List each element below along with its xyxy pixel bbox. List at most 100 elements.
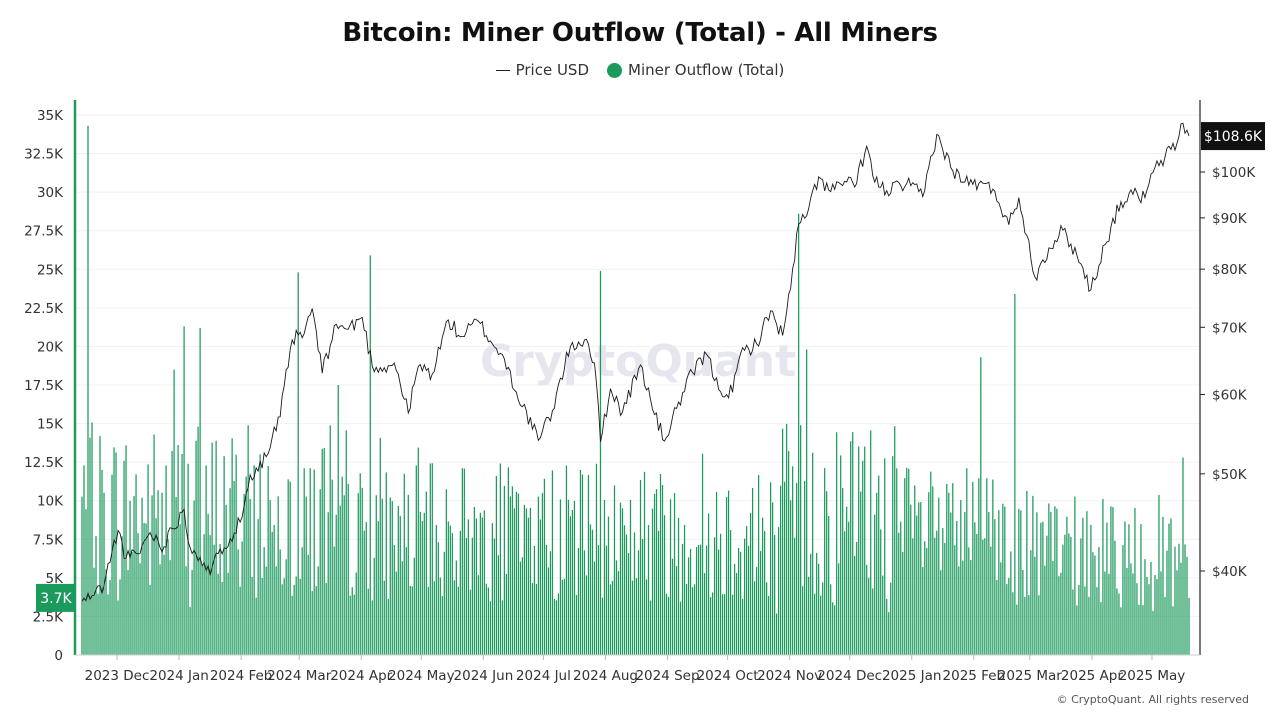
outflow-bar xyxy=(1070,536,1072,655)
outflow-bar xyxy=(974,522,976,655)
outflow-bar xyxy=(319,489,321,655)
outflow-bar xyxy=(179,524,181,655)
outflow-bar xyxy=(774,534,776,655)
left-tick-label: 12.5K xyxy=(24,455,64,471)
outflow-bar xyxy=(808,576,810,655)
outflow-bar xyxy=(293,584,295,655)
outflow-bar xyxy=(1144,559,1146,655)
outflow-bar xyxy=(1158,495,1160,655)
outflow-bar xyxy=(978,478,980,655)
outflow-bar xyxy=(371,600,373,655)
outflow-bar xyxy=(129,500,131,655)
outflow-bar xyxy=(1080,538,1082,655)
outflow-bar xyxy=(1018,508,1020,655)
outflow-bar xyxy=(119,579,121,655)
outflow-bar xyxy=(535,584,538,655)
outflow-bar xyxy=(1094,555,1096,655)
outflow-bar xyxy=(499,463,501,655)
outflow-bar xyxy=(411,586,413,655)
outflow-bar xyxy=(1110,506,1112,655)
outflow-bar xyxy=(657,530,660,655)
outflow-bars xyxy=(81,125,1190,656)
outflow-bar xyxy=(1136,583,1138,655)
legend-item-outflow[interactable]: Miner Outflow (Total) xyxy=(607,61,784,79)
outflow-bar xyxy=(759,550,762,655)
outflow-bar xyxy=(868,577,870,655)
right-tick-label: $70K xyxy=(1212,320,1248,336)
outflow-bar xyxy=(507,467,509,655)
outflow-bar xyxy=(816,552,818,655)
outflow-bar xyxy=(645,579,648,655)
outflow-bar xyxy=(291,595,293,655)
outflow-bar xyxy=(1168,523,1170,655)
outflow-bar xyxy=(417,447,419,655)
legend-item-price[interactable]: Price USD xyxy=(495,61,589,79)
outflow-bar xyxy=(689,548,692,655)
outflow-bar xyxy=(525,508,528,655)
outflow-bar xyxy=(956,520,958,655)
outflow-bar xyxy=(707,513,710,655)
outflow-bar xyxy=(800,425,802,655)
outflow-bar xyxy=(275,566,277,655)
outflow-bar xyxy=(936,530,938,655)
outflow-bar xyxy=(1042,521,1044,655)
outflow-bar xyxy=(269,500,271,655)
outflow-bar xyxy=(685,584,688,655)
outflow-bar xyxy=(245,476,247,655)
outflow-bar xyxy=(751,488,754,655)
outflow-bar xyxy=(884,458,886,655)
outflow-bar xyxy=(419,511,421,655)
outflow-bar xyxy=(135,474,137,655)
outflow-bar xyxy=(764,531,766,655)
outflow-bar xyxy=(137,533,139,655)
outflow-bar xyxy=(906,467,908,655)
outflow-bar xyxy=(918,502,920,655)
outflow-bar xyxy=(435,525,437,655)
outflow-bar xyxy=(727,490,730,655)
outflow-bar xyxy=(559,499,562,655)
outflow-bar xyxy=(840,455,842,655)
outflow-bar xyxy=(1184,544,1186,655)
outflow-bar xyxy=(1114,540,1116,655)
outflow-bar xyxy=(409,585,411,655)
outflow-bar xyxy=(1130,563,1132,655)
outflow-bar xyxy=(904,478,906,655)
outflow-bar xyxy=(387,598,389,655)
outflow-bar xyxy=(437,542,439,655)
outflow-bar xyxy=(557,593,560,655)
outflow-bar xyxy=(1140,524,1142,655)
outflow-bar xyxy=(731,594,734,655)
outflow-bar xyxy=(185,566,187,655)
copyright-footer: © CryptoQuant. All rights reserved xyxy=(1056,693,1249,706)
outflow-bar xyxy=(709,597,712,655)
outflow-bar xyxy=(147,464,149,655)
outflow-bar xyxy=(1026,490,1028,655)
outflow-bar xyxy=(389,497,391,655)
outflow-bar xyxy=(143,522,145,655)
outflow-bar xyxy=(1032,495,1034,655)
outflow-bar xyxy=(607,516,610,655)
outflow-bar xyxy=(195,440,197,655)
outflow-bar xyxy=(233,481,235,655)
outflow-bar xyxy=(441,596,443,655)
outflow-bar xyxy=(191,569,193,655)
outflow-bar xyxy=(1062,544,1064,655)
outflow-bar xyxy=(691,587,694,655)
outflow-bar xyxy=(994,519,996,655)
outflow-bar xyxy=(543,478,546,655)
outflow-bar xyxy=(457,586,459,655)
chart-title: Bitcoin: Miner Outflow (Total) - All Min… xyxy=(342,18,938,48)
outflow-bar xyxy=(1054,506,1056,655)
outflow-bar xyxy=(285,559,287,655)
outflow-bar xyxy=(281,584,283,655)
outflow-bar xyxy=(369,255,371,655)
outflow-bar xyxy=(1186,556,1188,655)
outflow-bar xyxy=(1006,584,1008,655)
outflow-bar xyxy=(309,468,311,655)
outflow-bar xyxy=(631,580,634,655)
outflow-bar xyxy=(964,512,966,655)
outflow-bar xyxy=(778,527,780,655)
outflow-bar xyxy=(509,496,512,655)
outflow-bar xyxy=(810,553,812,655)
